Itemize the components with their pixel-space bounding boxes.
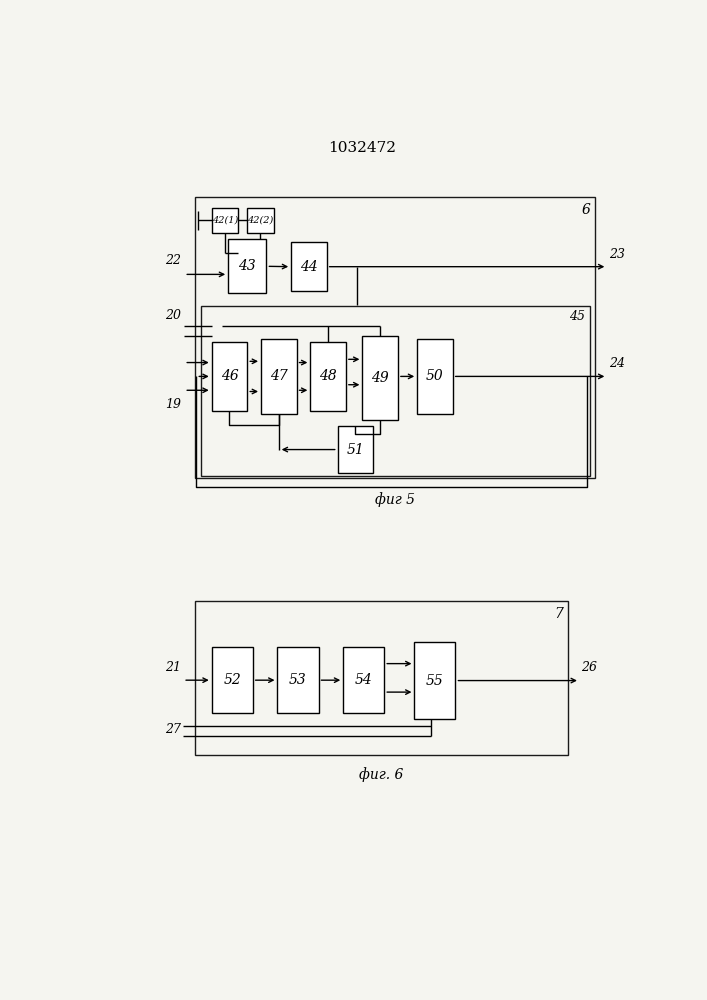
Text: 47: 47 bbox=[270, 369, 288, 383]
Bar bbox=[211, 647, 253, 713]
Text: 44: 44 bbox=[300, 260, 317, 274]
Text: фиг 5: фиг 5 bbox=[375, 492, 415, 507]
Bar bbox=[310, 342, 346, 411]
Bar bbox=[201, 306, 590, 476]
Text: 43: 43 bbox=[238, 259, 256, 273]
Text: 27: 27 bbox=[165, 723, 181, 736]
Bar bbox=[417, 339, 452, 414]
Text: 49: 49 bbox=[371, 371, 389, 385]
Bar bbox=[228, 239, 267, 293]
Text: 45: 45 bbox=[569, 310, 585, 323]
Text: 26: 26 bbox=[582, 661, 597, 674]
Text: 21: 21 bbox=[165, 661, 181, 674]
Bar bbox=[261, 339, 297, 414]
Text: 6: 6 bbox=[582, 203, 591, 217]
Bar bbox=[247, 208, 274, 233]
Bar bbox=[363, 336, 398, 420]
Bar bbox=[338, 426, 373, 473]
Bar bbox=[195, 601, 568, 755]
Bar bbox=[195, 197, 595, 478]
Text: 23: 23 bbox=[609, 248, 625, 261]
Text: 19: 19 bbox=[165, 398, 182, 411]
Text: 1032472: 1032472 bbox=[328, 141, 397, 155]
Bar bbox=[211, 342, 247, 411]
Text: 46: 46 bbox=[221, 369, 238, 383]
Text: 53: 53 bbox=[289, 673, 307, 687]
Bar bbox=[277, 647, 319, 713]
Bar bbox=[291, 242, 327, 291]
Text: 7: 7 bbox=[554, 607, 563, 621]
Text: 54: 54 bbox=[355, 673, 373, 687]
Bar bbox=[211, 208, 238, 233]
Text: 42(2): 42(2) bbox=[247, 216, 274, 225]
Text: 55: 55 bbox=[426, 674, 444, 688]
Text: 22: 22 bbox=[165, 254, 182, 267]
Text: 42(1): 42(1) bbox=[211, 216, 238, 225]
Text: 50: 50 bbox=[426, 369, 444, 383]
Bar bbox=[343, 647, 385, 713]
Text: фиг. 6: фиг. 6 bbox=[359, 767, 404, 782]
Text: 52: 52 bbox=[223, 673, 241, 687]
Text: 24: 24 bbox=[609, 357, 625, 370]
Bar bbox=[414, 642, 455, 719]
Text: 51: 51 bbox=[346, 443, 364, 457]
Text: 20: 20 bbox=[165, 309, 182, 322]
Text: 48: 48 bbox=[320, 369, 337, 383]
